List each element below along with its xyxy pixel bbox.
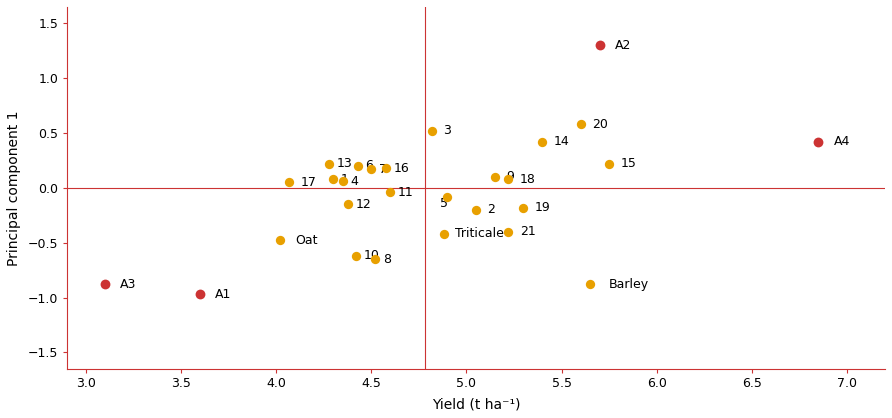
Text: 5: 5	[440, 197, 448, 210]
Text: 4: 4	[351, 175, 359, 188]
Point	[97, 281, 112, 288]
Point	[342, 201, 356, 208]
Text: 8: 8	[383, 252, 391, 265]
Text: 20: 20	[592, 118, 607, 131]
Text: 15: 15	[621, 157, 636, 170]
Point	[368, 256, 382, 263]
Text: 17: 17	[301, 176, 317, 189]
Text: 18: 18	[520, 173, 535, 186]
Text: 1: 1	[341, 173, 349, 186]
Text: 16: 16	[394, 162, 409, 175]
Text: Oat: Oat	[295, 234, 318, 247]
Text: A4: A4	[834, 135, 850, 148]
Text: 11: 11	[398, 186, 414, 199]
Text: A1: A1	[215, 288, 232, 301]
Text: 12: 12	[356, 198, 372, 211]
Point	[583, 281, 598, 288]
Point	[501, 228, 516, 235]
Point	[488, 173, 502, 180]
Point	[273, 237, 287, 244]
X-axis label: Yield (t ha⁻¹): Yield (t ha⁻¹)	[432, 397, 520, 411]
Point	[349, 252, 363, 259]
Text: 9: 9	[507, 171, 514, 184]
Text: 2: 2	[487, 203, 495, 216]
Point	[326, 176, 340, 182]
Point	[574, 121, 588, 127]
Y-axis label: Principal component 1: Principal component 1	[7, 110, 21, 265]
Point	[383, 189, 397, 196]
Text: A2: A2	[615, 39, 632, 52]
Point	[501, 176, 516, 182]
Text: 21: 21	[520, 225, 535, 238]
Point	[379, 165, 393, 171]
Text: 14: 14	[554, 135, 570, 148]
Text: Barley: Barley	[609, 278, 649, 291]
Point	[516, 204, 531, 211]
Point	[282, 179, 296, 186]
Text: 3: 3	[443, 124, 451, 138]
Text: 13: 13	[337, 157, 352, 170]
Point	[602, 161, 616, 167]
Text: A3: A3	[120, 278, 136, 291]
Text: 6: 6	[366, 159, 374, 173]
Text: 10: 10	[364, 250, 379, 263]
Point	[322, 161, 336, 167]
Point	[812, 138, 826, 145]
Point	[436, 231, 450, 237]
Text: 7: 7	[379, 163, 387, 176]
Point	[335, 178, 350, 185]
Point	[193, 291, 207, 298]
Point	[469, 206, 483, 213]
Point	[364, 166, 378, 173]
Text: 19: 19	[535, 201, 550, 214]
Point	[441, 193, 455, 200]
Point	[425, 127, 439, 134]
Point	[535, 138, 549, 145]
Point	[351, 163, 365, 169]
Text: Triticale: Triticale	[455, 227, 504, 240]
Point	[592, 42, 607, 48]
